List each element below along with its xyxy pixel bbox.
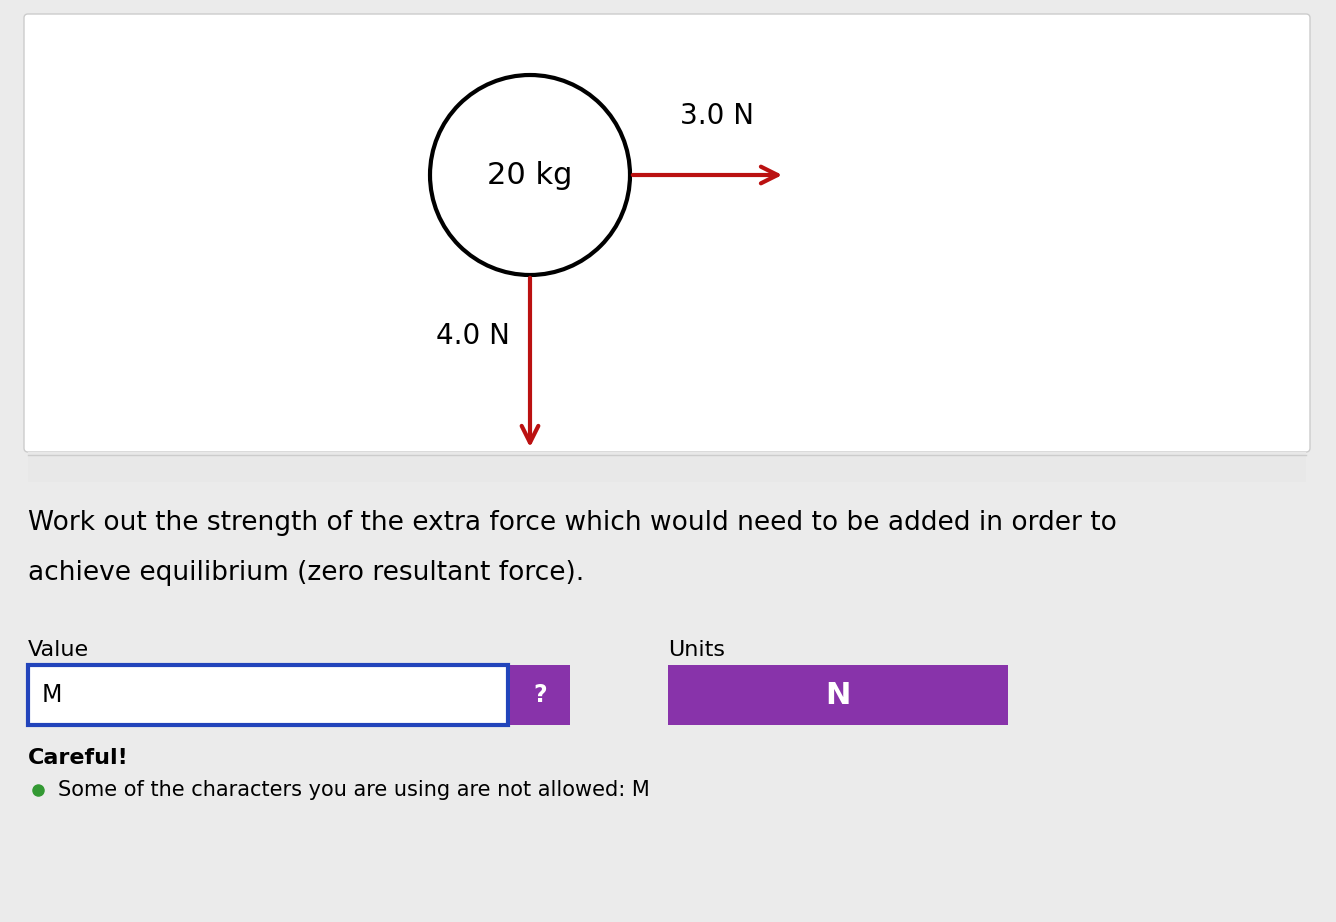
Text: Work out the strength of the extra force which would need to be added in order t: Work out the strength of the extra force… [28, 510, 1117, 536]
Text: 3.0 N: 3.0 N [680, 102, 755, 130]
FancyBboxPatch shape [668, 665, 1007, 725]
Text: ?: ? [533, 683, 546, 707]
Text: achieve equilibrium (zero resultant force).: achieve equilibrium (zero resultant forc… [28, 560, 584, 586]
Text: Careful!: Careful! [28, 748, 128, 768]
Text: 4.0 N: 4.0 N [436, 323, 510, 350]
Text: Value: Value [28, 640, 90, 660]
Text: M: M [41, 683, 63, 707]
Text: Some of the characters you are using are not allowed: M: Some of the characters you are using are… [57, 780, 649, 800]
FancyBboxPatch shape [28, 452, 1307, 482]
Text: 20 kg: 20 kg [488, 160, 573, 190]
FancyBboxPatch shape [24, 14, 1311, 452]
Text: N: N [826, 680, 851, 710]
FancyBboxPatch shape [510, 665, 570, 725]
Text: Units: Units [668, 640, 725, 660]
FancyBboxPatch shape [28, 665, 508, 725]
